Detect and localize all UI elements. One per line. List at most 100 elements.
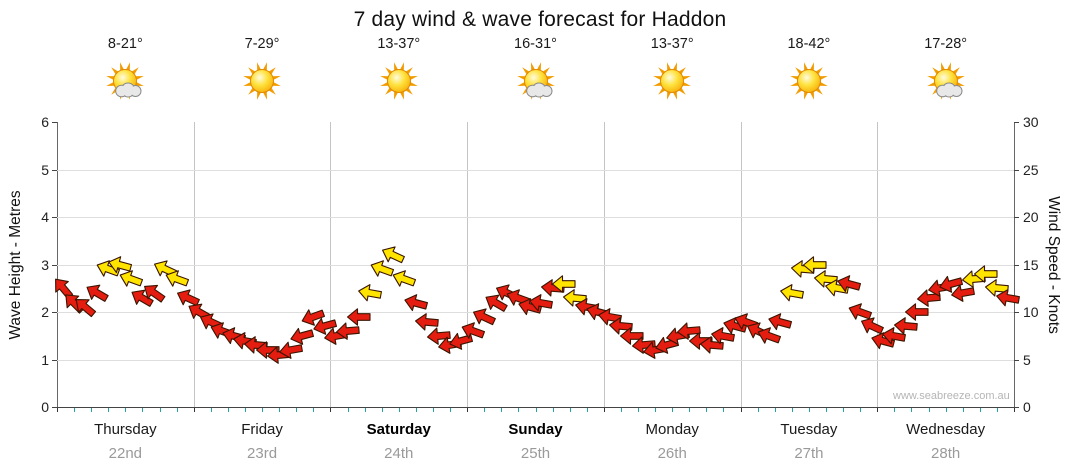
wind-arrow bbox=[376, 238, 411, 273]
wind-tick-mark bbox=[1014, 407, 1019, 408]
wind-arrow bbox=[67, 289, 104, 326]
time-minor-tick bbox=[176, 408, 178, 412]
wave-tick-label: 1 bbox=[41, 351, 49, 368]
time-minor-tick bbox=[672, 408, 674, 412]
wind-arrow bbox=[275, 335, 305, 365]
wave-gridline bbox=[57, 264, 1014, 266]
time-minor-tick bbox=[484, 408, 486, 412]
time-minor-tick bbox=[432, 408, 434, 412]
time-minor-tick bbox=[791, 408, 793, 412]
wind-arrow bbox=[92, 253, 125, 286]
wind-arrow bbox=[456, 314, 489, 347]
day-date-tuesday: 27th bbox=[794, 445, 824, 462]
day-label-sunday: Sunday bbox=[508, 421, 563, 438]
time-minor-tick bbox=[655, 408, 657, 412]
wind-tick-label: 30 bbox=[1023, 114, 1039, 130]
wind-tick-label: 20 bbox=[1023, 209, 1039, 225]
wind-arrow bbox=[607, 312, 635, 340]
wind-tick-mark bbox=[1014, 169, 1019, 171]
wind-arrow bbox=[812, 265, 840, 293]
day-boundary-tick bbox=[330, 407, 332, 412]
time-minor-tick bbox=[620, 408, 622, 412]
wind-tick-mark bbox=[1014, 359, 1019, 361]
wind-tick-mark bbox=[1014, 217, 1019, 218]
wind-arrow bbox=[777, 278, 807, 308]
wave-tick-mark bbox=[52, 264, 57, 266]
time-minor-tick bbox=[894, 408, 896, 412]
time-minor-tick bbox=[518, 408, 520, 412]
wave-gridline bbox=[57, 359, 1014, 361]
wind-tick-label: 25 bbox=[1023, 161, 1039, 178]
day-temp-label: 16-31° bbox=[514, 36, 557, 52]
time-minor-tick bbox=[142, 408, 144, 412]
wind-arrow bbox=[854, 309, 889, 344]
day-label-wednesday: Wednesday bbox=[906, 421, 986, 438]
day-temp-label: 7-29° bbox=[244, 36, 280, 52]
wind-arrow bbox=[688, 328, 714, 354]
time-minor-tick bbox=[689, 408, 691, 412]
time-minor-tick bbox=[415, 408, 417, 412]
time-minor-tick bbox=[91, 408, 93, 412]
day-temp-label: 8-21° bbox=[107, 36, 143, 52]
wind-arrow bbox=[467, 299, 502, 334]
time-minor-tick bbox=[501, 408, 503, 412]
time-minor-tick bbox=[860, 408, 862, 412]
wind-arrow bbox=[551, 271, 577, 297]
time-minor-tick bbox=[962, 408, 964, 412]
time-minor-tick bbox=[364, 408, 366, 412]
x-axis-line bbox=[57, 407, 1014, 408]
wind-arrow bbox=[309, 310, 341, 342]
wind-arrow bbox=[400, 287, 432, 319]
time-minor-tick bbox=[569, 408, 571, 412]
day-date-monday: 26th bbox=[657, 445, 687, 462]
wave-tick-mark bbox=[52, 217, 57, 218]
day-date-sunday: 25th bbox=[520, 445, 551, 462]
day-label-tuesday: Tuesday bbox=[780, 421, 838, 438]
wind-arrow bbox=[619, 323, 645, 349]
wind-arrow bbox=[114, 262, 147, 295]
wind-arrow bbox=[44, 270, 81, 307]
day-date-friday: 23rd bbox=[247, 445, 278, 462]
wave-tick-mark bbox=[52, 359, 57, 361]
day-boundary-tick bbox=[740, 407, 742, 412]
time-minor-tick bbox=[552, 408, 554, 412]
wind-arrow bbox=[935, 268, 967, 300]
time-minor-tick bbox=[244, 408, 246, 412]
wind-arrow bbox=[346, 304, 372, 330]
time-minor-tick bbox=[450, 408, 452, 412]
time-minor-tick bbox=[159, 408, 161, 412]
day-temp-label: 13-37° bbox=[650, 36, 694, 52]
day-date-saturday: 24th bbox=[384, 445, 414, 462]
wave-tick-label: 0 bbox=[41, 399, 49, 415]
wind-arrow bbox=[698, 331, 726, 359]
wave-tick-mark bbox=[52, 169, 57, 171]
wind-arrow bbox=[844, 295, 877, 328]
wind-tick-label: 0 bbox=[1023, 399, 1031, 415]
time-minor-tick bbox=[928, 408, 930, 412]
sun-icon bbox=[376, 60, 422, 106]
time-minor-tick bbox=[808, 408, 810, 412]
wind-arrow bbox=[79, 275, 115, 311]
time-minor-tick bbox=[638, 408, 640, 412]
wind-arrow bbox=[355, 278, 385, 308]
time-minor-tick bbox=[262, 408, 264, 412]
wind-arrow bbox=[425, 322, 453, 350]
wind-arrow bbox=[948, 278, 978, 308]
time-minor-tick bbox=[347, 408, 349, 412]
time-minor-tick bbox=[774, 408, 776, 412]
time-minor-tick bbox=[979, 408, 981, 412]
time-minor-tick bbox=[723, 408, 725, 412]
wind-arrow bbox=[526, 287, 556, 317]
wind-arrow bbox=[833, 268, 865, 300]
wind-tick-mark bbox=[1014, 264, 1019, 266]
sun-cloud-icon bbox=[102, 60, 148, 106]
wind-arrow bbox=[160, 262, 193, 295]
wind-arrow bbox=[904, 299, 930, 325]
sun-icon bbox=[239, 60, 285, 106]
time-minor-tick bbox=[826, 408, 828, 412]
wave-tick-label: 2 bbox=[41, 304, 49, 320]
wind-arrow bbox=[630, 331, 658, 359]
time-minor-tick bbox=[227, 408, 229, 412]
wind-arrow bbox=[594, 302, 624, 332]
